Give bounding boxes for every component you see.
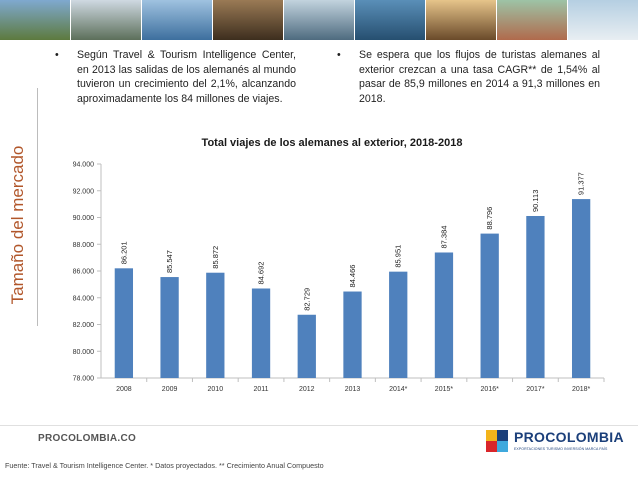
bar xyxy=(480,233,499,378)
data-label: 85.872 xyxy=(211,246,220,269)
bar xyxy=(297,314,316,378)
bullet-marker: • xyxy=(337,49,341,61)
data-label: 86.201 xyxy=(119,241,128,264)
y-tick-label: 80.000 xyxy=(73,349,95,356)
chart: Total viajes de los alemanes al exterior… xyxy=(52,134,612,402)
x-tick-label: 2016* xyxy=(481,386,500,393)
bullet-text: Según Travel & Tourism Intelligence Cent… xyxy=(77,49,296,105)
x-tick-label: 2010 xyxy=(208,386,224,393)
logo-tagline: EXPORTACIONES TURISMO INVERSIÓN MARCA PA… xyxy=(514,447,608,451)
bar xyxy=(160,277,179,378)
data-label: 84.692 xyxy=(257,262,266,285)
y-tick-label: 94.000 xyxy=(73,162,95,169)
section-title-text: Tamaño del mercado xyxy=(8,145,27,305)
bar xyxy=(526,215,545,378)
procolombia-logo: PROCOLOMBIA EXPORTACIONES TURISMO INVERS… xyxy=(484,427,634,455)
header-photo xyxy=(568,0,638,40)
logo-wordmark: PROCOLOMBIA xyxy=(514,429,624,445)
site-url[interactable]: PROCOLOMBIA.CO xyxy=(38,433,137,444)
bar xyxy=(571,199,591,378)
data-label: 90.113 xyxy=(531,190,540,212)
x-tick-label: 2011 xyxy=(254,386,269,393)
y-tick-label: 90.000 xyxy=(73,215,95,222)
bar xyxy=(343,291,362,378)
section-title: Tamaño del mercado xyxy=(5,140,31,310)
y-tick-label: 82.000 xyxy=(73,322,95,329)
x-tick-label: 2015* xyxy=(435,386,454,393)
bar xyxy=(434,252,454,378)
bullet-marker: • xyxy=(55,49,59,61)
x-tick-label: 2017* xyxy=(526,386,545,393)
data-label: 84.466 xyxy=(348,265,357,288)
header-photo xyxy=(142,0,213,40)
header-photo-strip xyxy=(0,0,638,40)
bullet-point: • Según Travel & Tourism Intelligence Ce… xyxy=(55,48,296,128)
header-photo xyxy=(355,0,426,40)
source-note: Fuente: Travel & Tourism Intelligence Ce… xyxy=(5,461,324,470)
x-tick-label: 2018* xyxy=(572,386,591,393)
y-tick-label: 86.000 xyxy=(73,269,95,276)
data-label: 82.729 xyxy=(302,288,311,311)
data-label: 91.377 xyxy=(577,172,586,195)
x-tick-label: 2014* xyxy=(389,386,408,393)
y-tick-label: 78.000 xyxy=(73,376,95,383)
x-tick-label: 2012 xyxy=(299,386,315,393)
header-photo xyxy=(71,0,142,40)
section-divider xyxy=(37,88,38,326)
bullet-point: • Se espera que los flujos de turistas a… xyxy=(337,48,600,118)
data-label: 85.547 xyxy=(165,250,174,273)
bullet-text: Se espera que los flujos de turistas ale… xyxy=(359,49,600,105)
header-photo xyxy=(426,0,497,40)
header-photo xyxy=(497,0,568,40)
x-tick-label: 2009 xyxy=(162,386,178,393)
chart-title: Total viajes de los alemanes al exterior… xyxy=(201,137,463,149)
data-label: 88.796 xyxy=(485,207,494,230)
data-label: 85.951 xyxy=(394,245,403,268)
logo-mark-icon xyxy=(486,430,508,452)
footer-divider xyxy=(0,425,638,426)
header-photo xyxy=(213,0,284,40)
x-tick-label: 2008 xyxy=(116,386,132,393)
bar xyxy=(206,272,225,378)
y-tick-label: 88.000 xyxy=(73,242,95,249)
header-photo xyxy=(284,0,355,40)
y-tick-label: 92.000 xyxy=(73,188,95,195)
bar xyxy=(251,288,271,378)
y-tick-label: 84.000 xyxy=(73,295,95,302)
bar xyxy=(389,271,408,378)
x-tick-label: 2013 xyxy=(345,386,361,393)
data-label: 87.384 xyxy=(439,226,448,249)
bar xyxy=(114,268,134,378)
header-photo xyxy=(0,0,71,40)
chart-plot: 78.000 80.000 82.000 84.000 86.000 88.000 90.0… xyxy=(73,162,605,393)
